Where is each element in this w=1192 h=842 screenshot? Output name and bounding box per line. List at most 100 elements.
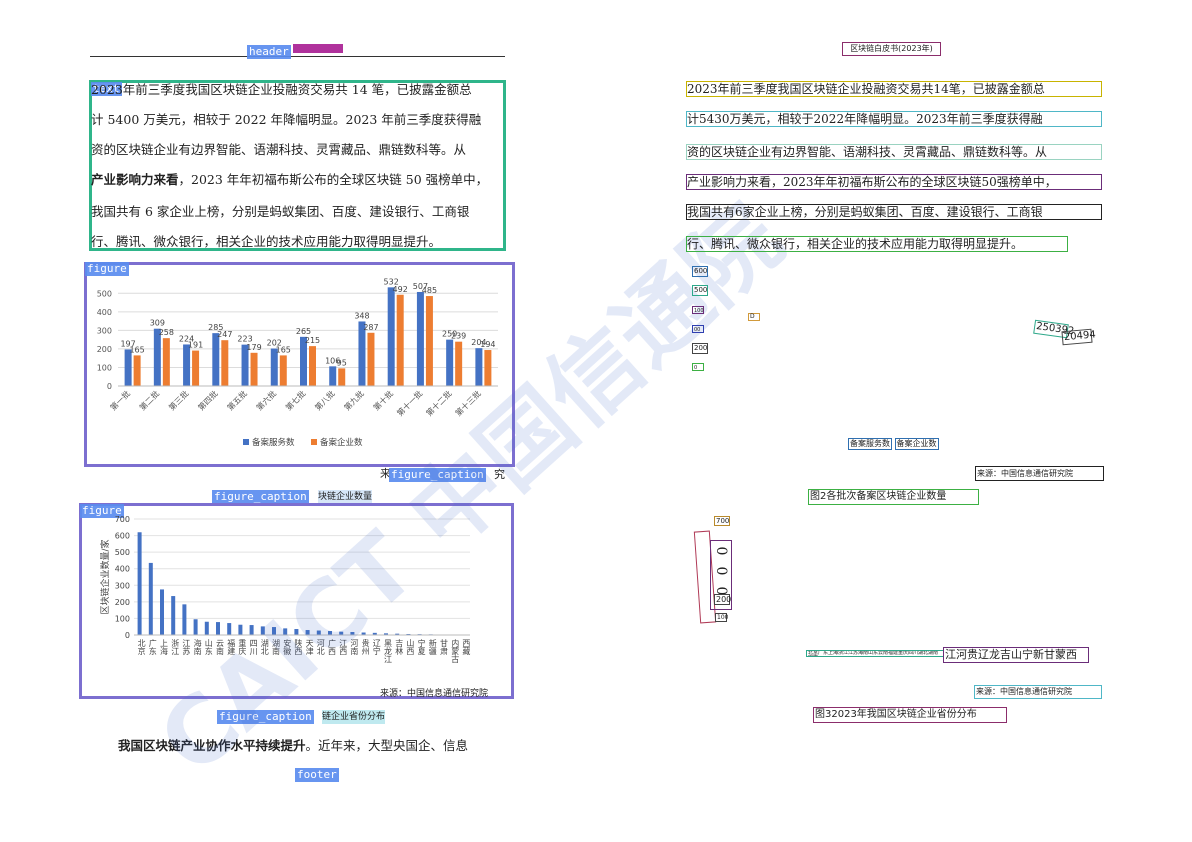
- bar: [309, 346, 316, 386]
- bar: [171, 596, 176, 635]
- y-tick-label: 400: [115, 565, 130, 574]
- right-source-2: 来源：中国信息通信研究院: [974, 685, 1102, 699]
- bar: [216, 622, 220, 635]
- x-tick-label: 第十三批: [453, 388, 483, 418]
- x-tick-label: 内蒙古: [451, 638, 460, 664]
- right-tick-200: 200: [714, 594, 732, 605]
- data-label: 191: [188, 341, 203, 350]
- data-label: 285: [208, 323, 223, 332]
- x-tick-label: 四川: [249, 639, 258, 655]
- data-label: 223: [237, 335, 252, 344]
- bar: [316, 630, 321, 635]
- y-tick-label: 0: [107, 382, 112, 391]
- right-tick-700: 700: [714, 516, 730, 526]
- right-paragraph-line: 2023年前三季度我国区块链企业投融资交易共14笔，已披露金额总: [686, 81, 1102, 97]
- right-paragraph-line: 产业影响力来看，2023年年初福布斯公布的全球区块链50强榜单中，: [686, 174, 1102, 190]
- tag-figure-1: figure: [85, 262, 129, 276]
- x-tick-label: 第二批: [137, 388, 161, 412]
- bar: [204, 621, 209, 635]
- batch-bar-chart: 0100200300400500197165第一批309258第二批224191…: [97, 277, 498, 448]
- data-label: 287: [363, 323, 378, 332]
- data-label: 202: [267, 339, 282, 348]
- data-label: 532: [384, 277, 399, 286]
- x-tick-label: 广西: [328, 638, 337, 656]
- bar: [160, 589, 164, 635]
- bar: [183, 344, 191, 386]
- right-tick: 100: [692, 306, 704, 314]
- x-tick-label: 云南: [216, 639, 225, 655]
- bar: [124, 349, 132, 386]
- right-tick: 0: [692, 363, 704, 371]
- bar: [250, 352, 258, 386]
- y-tick-label: 700: [115, 515, 130, 524]
- y-tick-label: 100: [97, 363, 112, 372]
- tag-footer: footer: [295, 768, 339, 782]
- right-small-label: D: [748, 313, 760, 321]
- x-tick-label: 第十批: [371, 388, 395, 412]
- x-tick-label: 甘肃: [440, 638, 449, 656]
- fig1-source-end: 究: [494, 468, 505, 481]
- data-label: 179: [246, 343, 261, 352]
- left-text-box: [89, 80, 506, 251]
- bar: [192, 350, 200, 386]
- bar: [193, 619, 198, 635]
- right-caption-1: 图2各批次备案区块链企业数量: [808, 489, 979, 505]
- bar: [153, 328, 161, 386]
- bar: [455, 341, 463, 386]
- bar: [328, 631, 332, 635]
- x-tick-label: 第十一批: [395, 388, 425, 418]
- x-tick-label: 北京: [137, 639, 146, 656]
- bar: [396, 294, 404, 386]
- x-tick-label: 天津: [305, 639, 314, 656]
- data-label: 165: [276, 345, 291, 354]
- data-label: 197: [120, 339, 135, 348]
- x-tick-label: 第六批: [254, 388, 278, 412]
- bar: [241, 344, 249, 386]
- bottom-rest: 。近年来，大型央国企、信息: [305, 738, 469, 753]
- bar: [272, 627, 276, 635]
- fig1-caption-tail: 块链企业数量: [318, 490, 373, 504]
- legend-swatch: [243, 439, 249, 445]
- data-label: 485: [422, 286, 437, 295]
- data-label: 215: [305, 336, 320, 345]
- x-tick-label: 陕西: [294, 638, 303, 656]
- left-header-rule: [90, 56, 505, 57]
- left-paragraph-line: 我国共有 6 家企业上榜，分别是蚂蚁集团、百度、建设银行、工商银: [91, 204, 470, 219]
- bar: [270, 348, 278, 386]
- x-tick-label: 浙江: [171, 638, 180, 656]
- x-tick-label: 湖南: [272, 639, 281, 655]
- legend-label: 备案企业数: [320, 437, 363, 448]
- right-tick-100: 100: [715, 613, 729, 622]
- right-caption-2: 图32023年我国区块链企业省份分布: [813, 707, 1007, 723]
- data-label: 309: [150, 319, 165, 328]
- bar: [212, 333, 220, 386]
- bar: [182, 604, 187, 635]
- bottom-bold: 我国区块链产业协作水平持续提升: [118, 738, 306, 753]
- data-label: 106: [325, 356, 340, 365]
- y-tick-label: 300: [115, 581, 130, 590]
- y-axis-label: 区块链企业数量/家: [99, 539, 111, 614]
- x-tick-label: 山东: [204, 638, 213, 655]
- y-tick-label: 100: [115, 614, 130, 623]
- tag-figure-caption-3: figure_caption: [217, 710, 314, 724]
- vert-digit-1: 0: [713, 546, 729, 556]
- right-tick: 200: [692, 343, 708, 354]
- vert-digit-2: 0: [713, 566, 729, 576]
- tag-figure-caption-2: figure_caption: [212, 490, 309, 504]
- fig1-source-lead: 来: [380, 467, 391, 480]
- para-rest: ，2023 年年初福布斯公布的全球区块链 50 强榜单中，: [178, 172, 489, 187]
- bar: [221, 340, 229, 386]
- bar: [384, 633, 388, 635]
- bar: [367, 332, 375, 386]
- x-tick-label: 第四批: [196, 388, 220, 412]
- bar: [300, 336, 307, 386]
- para-bold-lead: 产业影响力来看: [91, 172, 179, 187]
- data-label: 258: [159, 328, 174, 337]
- x-tick-label: 海南: [193, 638, 202, 655]
- legend-label: 备案服务数: [252, 437, 295, 448]
- x-tick-label: 第八批: [313, 388, 337, 412]
- bar: [279, 355, 287, 386]
- x-tick-label: 第一批: [108, 388, 132, 412]
- right-slanted-2: 20494: [1061, 328, 1096, 346]
- bar: [260, 626, 265, 635]
